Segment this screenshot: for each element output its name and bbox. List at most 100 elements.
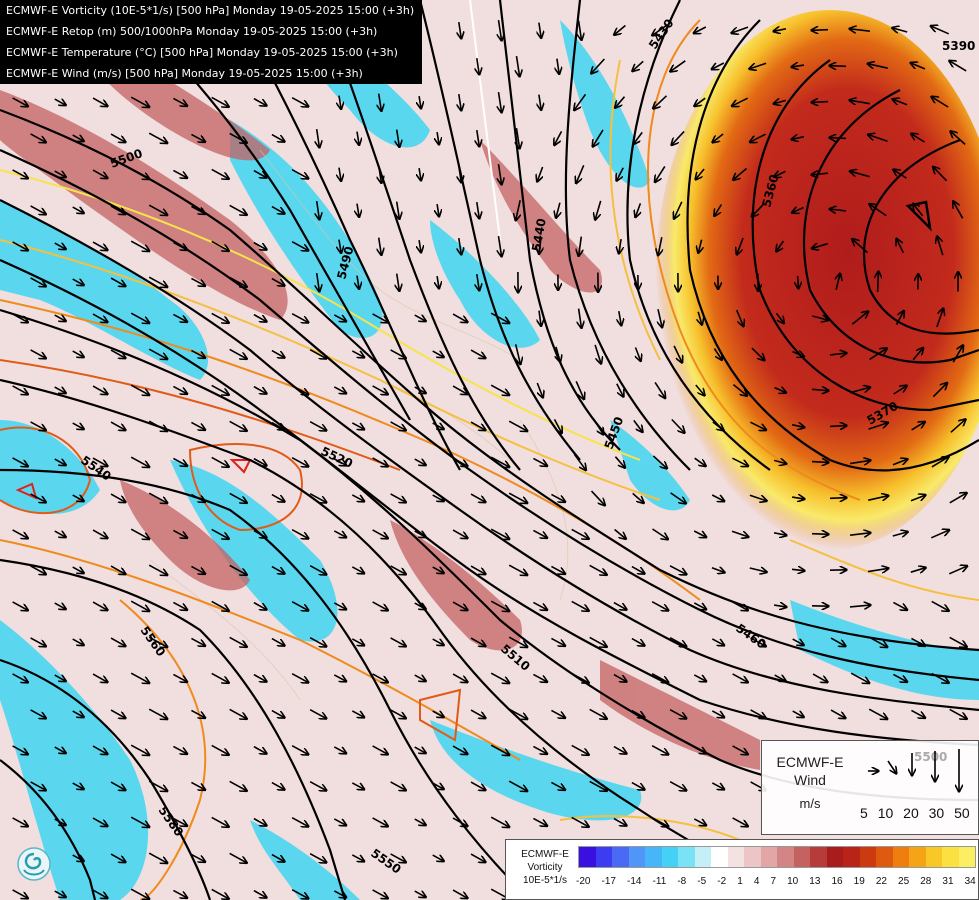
wind-arrow bbox=[732, 457, 747, 466]
wind-arrow bbox=[372, 385, 388, 394]
wind-arrow bbox=[414, 675, 426, 681]
wind-arrow bbox=[30, 637, 46, 646]
wind-arrow bbox=[735, 309, 744, 326]
wind-arrow bbox=[470, 421, 485, 430]
wind-arrow bbox=[92, 457, 107, 466]
wind-speed-label: 50 bbox=[954, 805, 970, 821]
wind-arrow bbox=[652, 528, 668, 539]
vorticity-legend-title-unit: 10E-5*1/s bbox=[523, 875, 567, 886]
wind-arrow bbox=[671, 60, 686, 71]
wind-arrow bbox=[593, 129, 604, 146]
wind-arrow bbox=[798, 275, 799, 288]
wind-arrow bbox=[397, 129, 400, 147]
wind-arrow bbox=[173, 385, 186, 393]
wind-arrow bbox=[211, 96, 229, 106]
wind-arrow bbox=[952, 346, 963, 363]
wind-arrow bbox=[253, 673, 266, 682]
wind-arrow bbox=[173, 889, 186, 897]
wind-arrow bbox=[791, 569, 804, 570]
wind-arrow bbox=[173, 169, 186, 177]
wind-arrow bbox=[634, 131, 643, 143]
wind-arrow bbox=[191, 421, 204, 429]
wind-arrow bbox=[654, 381, 665, 397]
wind-arrow bbox=[452, 457, 467, 466]
vorticity-tick: 22 bbox=[875, 876, 887, 887]
wind-arrow bbox=[339, 167, 341, 181]
wind-arrow bbox=[536, 382, 542, 397]
wind-arrow bbox=[452, 529, 467, 538]
wind-arrow bbox=[829, 353, 846, 355]
wind-arrow bbox=[333, 314, 345, 321]
wind-arrow bbox=[619, 238, 621, 253]
wind-arrow bbox=[191, 709, 204, 717]
wind-arrow bbox=[191, 205, 204, 213]
wind-arrow bbox=[229, 636, 247, 646]
wind-arrow bbox=[173, 457, 186, 465]
wind-arrow bbox=[339, 95, 341, 109]
wind-arrow bbox=[557, 58, 559, 74]
wind-arrow bbox=[632, 492, 644, 502]
wind-arrow bbox=[752, 203, 765, 216]
wind-arrow bbox=[309, 420, 326, 431]
color-swatch bbox=[645, 847, 662, 867]
wind-arrow bbox=[211, 456, 229, 466]
wind-arrow bbox=[775, 312, 783, 323]
wind-arrow bbox=[271, 781, 284, 790]
wind-arrow bbox=[390, 421, 406, 430]
wind-arrow bbox=[571, 600, 589, 610]
vorticity-tick: 7 bbox=[770, 876, 777, 887]
wind-arrow bbox=[533, 457, 546, 465]
wind-arrow bbox=[12, 673, 28, 682]
wind-arrow bbox=[590, 490, 605, 505]
wind-arrow bbox=[253, 529, 266, 538]
vorticity-tick: -20 bbox=[576, 876, 591, 887]
header-line-retop: ECMWF-E Retop (m) 500/1000hPa Monday 19-… bbox=[6, 25, 378, 38]
wind-arrow bbox=[148, 420, 167, 431]
wind-arrow bbox=[551, 781, 564, 789]
wind-arrow bbox=[130, 96, 149, 107]
wind-arrow bbox=[829, 498, 846, 499]
wind-arrow bbox=[893, 386, 907, 395]
vorticity-tick: -2 bbox=[717, 876, 727, 887]
wind-arrow bbox=[732, 383, 746, 396]
vorticity-tick-labels: -20 -17 -14 -11 -8 -5 -2 1 4 7 10 13 16 19 22 25 28 31 34 bbox=[576, 876, 976, 887]
wind-arrow bbox=[414, 459, 426, 465]
color-swatch bbox=[727, 847, 744, 867]
color-swatch bbox=[876, 847, 893, 867]
wind-arrow bbox=[30, 277, 46, 286]
wind-arrow bbox=[773, 605, 786, 607]
wind-arrow bbox=[414, 387, 426, 393]
wind-arrow bbox=[811, 389, 828, 390]
wind-arrow bbox=[459, 165, 461, 182]
wind-arrow bbox=[713, 133, 724, 142]
wind-arrow bbox=[253, 313, 266, 322]
color-swatch bbox=[595, 847, 612, 867]
wind-arrow bbox=[291, 672, 308, 683]
wind-arrow bbox=[912, 348, 923, 361]
wind-arrow bbox=[850, 100, 871, 103]
wind-arrow bbox=[830, 66, 847, 67]
wind-arrow bbox=[698, 311, 702, 324]
wind-arrow bbox=[812, 173, 829, 175]
wind-arrow bbox=[229, 276, 247, 286]
wind-arrow bbox=[437, 275, 439, 288]
color-swatch bbox=[628, 847, 645, 867]
wind-arrow bbox=[351, 710, 363, 717]
wind-arrow bbox=[812, 102, 829, 103]
wind-arrow bbox=[92, 745, 107, 754]
wind-arrow bbox=[595, 200, 602, 219]
wind-arrow bbox=[490, 528, 509, 539]
wind-arrow bbox=[579, 20, 582, 40]
wind-arrow bbox=[830, 138, 847, 139]
wind-arrow bbox=[333, 890, 345, 897]
wind-arrow bbox=[130, 384, 149, 395]
wind-arrow bbox=[533, 673, 546, 681]
wind-arrow bbox=[711, 494, 724, 501]
wind-arrow bbox=[390, 637, 406, 646]
wind-arrow bbox=[694, 26, 707, 33]
vorticity-tick: 19 bbox=[853, 876, 865, 887]
wind-arrow bbox=[390, 493, 406, 502]
wind-arrow bbox=[749, 494, 766, 500]
wind-arrow bbox=[271, 421, 284, 430]
wind-arrow bbox=[30, 781, 46, 790]
